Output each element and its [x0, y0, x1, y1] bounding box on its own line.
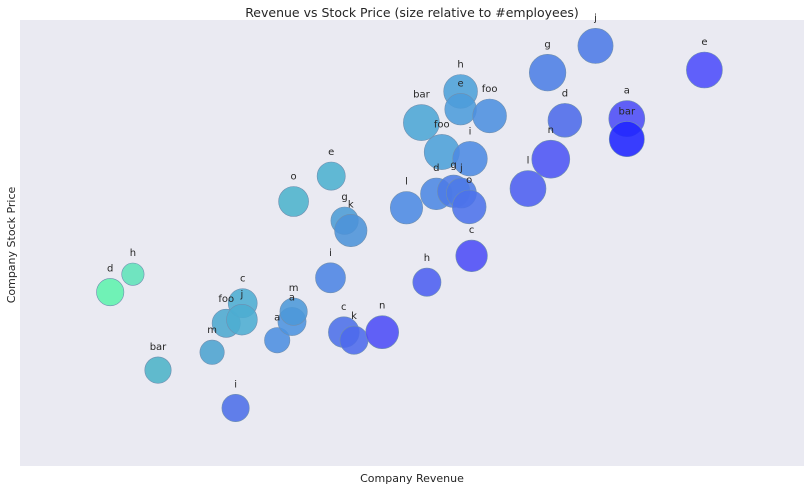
bubble-layer: [96, 28, 723, 422]
bubble-d-0: [96, 278, 125, 307]
bubble-label-25: j: [459, 163, 463, 174]
bubble-m-3: [199, 339, 225, 365]
chart-title: Revenue vs Stock Price (size relative to…: [245, 5, 579, 20]
bubble-label-28: c: [469, 225, 475, 236]
bubble-label-21: bar: [413, 90, 430, 101]
bubble-label-39: e: [701, 37, 707, 48]
bubble-label-6: j: [240, 289, 244, 300]
bubble-label-27: i: [469, 126, 472, 137]
bubble-label-13: i: [329, 248, 332, 259]
bubble-k-17: [339, 325, 369, 355]
bubble-j-6: [226, 304, 258, 336]
bubble-label-35: d: [562, 88, 568, 99]
bubble-label-10: m: [289, 283, 299, 294]
bubble-label-14: g: [341, 192, 347, 203]
bubble-label-36: j: [593, 13, 597, 24]
bubble-n-18: [365, 315, 400, 350]
x-axis-label: Company Revenue: [360, 472, 464, 485]
bubble-o-11: [278, 186, 309, 217]
bubble-label-5: c: [240, 274, 246, 285]
bubble-label-38: bar: [619, 106, 636, 117]
bubble-label-34: g: [544, 39, 550, 50]
bubble-c-28: [455, 239, 488, 272]
bubble-label-11: o: [291, 172, 297, 183]
bubble-label-15: k: [348, 199, 354, 210]
bubble-d-35: [547, 103, 583, 138]
bubble-label-9: a: [289, 292, 295, 303]
bubble-label-37: a: [624, 86, 630, 97]
bubble-label-22: d: [433, 163, 439, 174]
bubble-label-8: a: [274, 313, 280, 324]
bubble-a-8: [264, 327, 291, 354]
bubble-label-7: i: [234, 379, 237, 390]
bubble-j-36: [577, 28, 614, 64]
bubble-o-26: [452, 189, 487, 225]
bubble-label-0: d: [107, 263, 113, 274]
bubble-label-29: h: [457, 59, 463, 70]
bubble-m-10: [279, 297, 308, 326]
bubble-label-23: foo: [434, 119, 450, 130]
bubble-l-32: [509, 170, 547, 207]
y-axis-label: Company Stock Price: [5, 186, 18, 303]
bubble-label-16: c: [341, 302, 347, 313]
bubble-i-27: [452, 141, 488, 177]
bubble-bar-2: [144, 356, 172, 384]
bubble-label-4: foo: [218, 294, 234, 305]
bubble-h-1: [121, 262, 145, 286]
bubble-g-34: [528, 53, 567, 92]
bubble-bar-38: [608, 121, 645, 158]
bubble-label-31: foo: [482, 84, 498, 95]
bubble-label-32: l: [527, 156, 530, 167]
bubble-k-15: [334, 214, 368, 248]
plot-background: [20, 20, 804, 466]
bubble-label-26: o: [466, 175, 472, 186]
bubble-e-39: [686, 51, 723, 89]
bubble-n-33: [531, 139, 571, 179]
bubble-bar-21: [403, 104, 440, 141]
bubble-h-20: [412, 267, 442, 297]
bubble-foo-31: [472, 98, 507, 134]
bubble-label-1: h: [130, 248, 136, 259]
bubble-l-19: [389, 191, 423, 225]
bubble-label-17: k: [351, 311, 357, 322]
bubble-label-3: m: [207, 325, 217, 336]
bubble-label-18: n: [379, 301, 385, 312]
bubble-label-2: bar: [150, 342, 167, 353]
bubble-label-12: e: [328, 147, 334, 158]
bubble-e-12: [316, 161, 346, 191]
bubble-label-33: n: [548, 125, 554, 136]
bubble-label-30: e: [458, 78, 464, 89]
bubble-label-20: h: [424, 253, 430, 264]
bubble-i-13: [315, 262, 346, 294]
bubble-label-24: g: [450, 160, 456, 171]
bubble-i-7: [221, 393, 250, 422]
bubble-label-19: l: [405, 177, 408, 188]
